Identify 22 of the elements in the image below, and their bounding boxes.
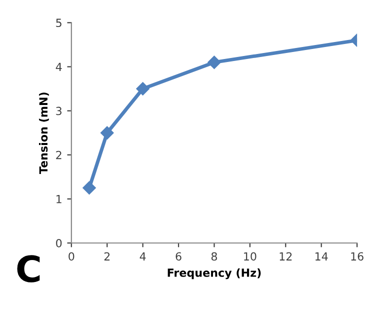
y-tick-label: 0 — [56, 238, 62, 248]
y-axis-title: Tension (mN) — [39, 92, 49, 174]
x-tick-label: 0 — [68, 252, 74, 261]
y-tick-label: 5 — [56, 18, 62, 28]
point — [136, 82, 150, 96]
y-tick-label: 1 — [56, 195, 62, 204]
y-tick-label: 3 — [56, 106, 62, 116]
y-tick-label: 2 — [56, 150, 62, 160]
y-tick-label: 4 — [56, 62, 62, 71]
x-tick-label: 4 — [140, 252, 146, 260]
x-tick-label: 2 — [104, 252, 110, 260]
x-tick-label: 10 — [244, 252, 256, 261]
x-tick-label: 16 — [351, 252, 364, 261]
point — [100, 126, 114, 140]
x-axis-title: Frequency (Hz) — [168, 268, 261, 280]
x-tick-label: 12 — [280, 252, 292, 260]
text: C — [17, 255, 40, 282]
x-tick-label: 8 — [211, 252, 218, 261]
x-tick-label: 6 — [176, 252, 182, 261]
point — [82, 181, 96, 195]
x-tick-label: 14 — [315, 252, 328, 260]
point — [208, 56, 221, 69]
